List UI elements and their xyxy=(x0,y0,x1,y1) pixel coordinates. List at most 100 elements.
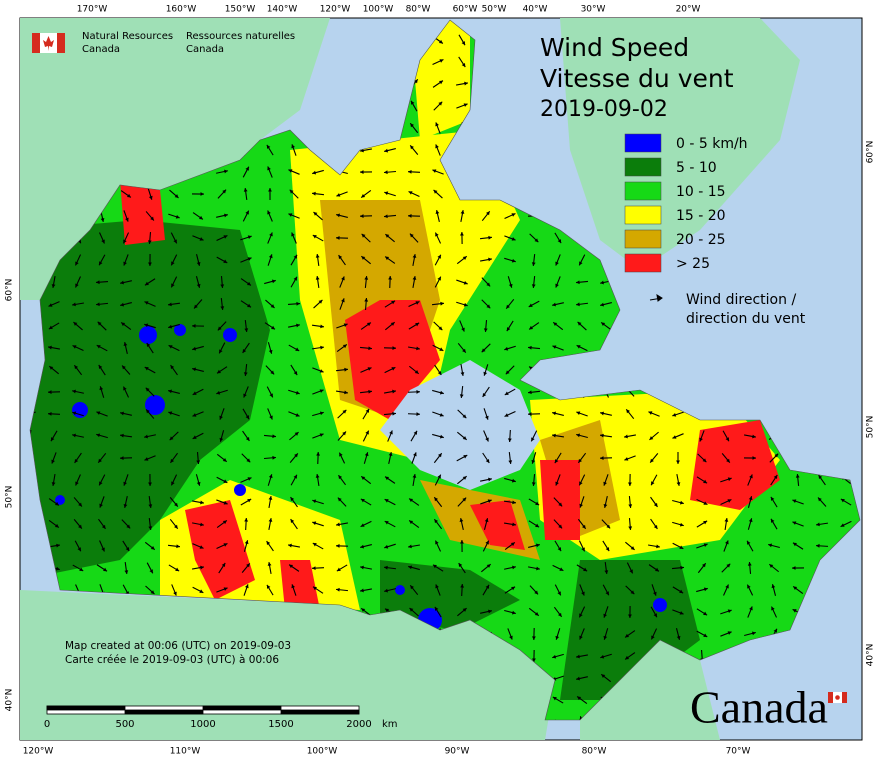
wind-arrow-head xyxy=(653,591,657,596)
wind-arrow-head xyxy=(289,564,294,569)
calm-areas xyxy=(55,324,667,632)
wind-arrow-head xyxy=(337,497,342,502)
wind-arrow-head xyxy=(559,567,564,571)
wind-arrow-head xyxy=(840,523,845,527)
wind-arrow-head xyxy=(626,409,630,414)
wind-arrow-head xyxy=(48,325,53,330)
wind-arrow-head xyxy=(124,570,129,574)
lon-label: 100°W xyxy=(307,747,338,757)
wind-arrow-head xyxy=(222,520,227,525)
wind-arrow-head xyxy=(557,239,562,244)
wind-arrow-head xyxy=(748,518,753,523)
lon-label: 60°W xyxy=(453,5,478,15)
wind-arrow-head xyxy=(270,370,275,375)
wind-arrow-head xyxy=(488,477,492,482)
wind-arrow-head xyxy=(464,81,468,86)
note: Carte créée le 2019-09-03 (UTC) à 00:06 xyxy=(65,654,279,666)
wind-arrow-head xyxy=(388,452,393,456)
wind-arrow-head xyxy=(576,411,581,415)
wind-arrow-head xyxy=(505,370,510,375)
wind-arrow-head xyxy=(463,280,468,285)
wind-arrow-head xyxy=(792,499,797,503)
wind-arrow-head xyxy=(433,189,438,194)
wind-arrow-head xyxy=(144,367,149,371)
title: Wind Speed xyxy=(540,33,689,62)
wind-arrow-head xyxy=(628,504,633,508)
wind-arrow-head xyxy=(196,283,201,288)
wind-arrow-head xyxy=(173,239,177,244)
wind-arrow-head xyxy=(727,499,732,503)
wind-arrow-head xyxy=(196,460,201,464)
lat-label: 60°N xyxy=(5,279,15,302)
wind-arrow-head xyxy=(438,326,443,331)
wind-arrow-head xyxy=(576,345,581,349)
wind-arrow-head xyxy=(336,236,340,240)
graticule-labels: 170°W 160°W 150°W 140°W 120°W 100°W 80°W 60°W 50… xyxy=(5,5,876,757)
wind-arrow-head xyxy=(648,411,653,415)
wind-arrow-head xyxy=(148,262,152,266)
wind-arrow-head xyxy=(200,522,204,527)
wind-arrow-head xyxy=(486,304,491,309)
wind-arrow-head xyxy=(552,433,556,438)
wind-arrow-head xyxy=(120,302,125,307)
wind-arrow-head xyxy=(676,635,681,640)
wind-arrow-head xyxy=(220,284,225,288)
wind-arrow-head xyxy=(120,280,124,285)
wind-arrow-head xyxy=(174,194,179,198)
wind-arrow-head xyxy=(50,437,55,442)
wind-arrow-head xyxy=(320,324,324,329)
wind-arrow-head xyxy=(343,323,348,327)
wind-arrow-head xyxy=(392,346,396,350)
legend-label: > 25 xyxy=(676,256,710,272)
wind-arrow-head xyxy=(703,611,708,616)
wind-arrow-head xyxy=(531,482,536,486)
wind-arrow-head xyxy=(336,567,341,572)
wind-arrow-head xyxy=(435,122,439,127)
wind-arrow-head xyxy=(313,212,318,216)
wind-arrow-head xyxy=(192,391,197,395)
wind-arrow-head xyxy=(679,545,684,549)
wind-arrow-head xyxy=(192,413,197,417)
wind-arrow-head xyxy=(126,193,131,198)
wind-arrow-head xyxy=(192,367,197,372)
wind-arrow-head xyxy=(703,479,708,484)
wind-arrow-head xyxy=(536,566,540,571)
wind-arrow-head xyxy=(319,433,324,437)
wind-arrow-head xyxy=(245,166,249,171)
wind-arrow-head xyxy=(247,235,252,240)
wind-arrow-head xyxy=(223,587,228,591)
wind-arrow-head xyxy=(576,302,580,307)
wind-arrow-head xyxy=(98,364,103,369)
wind-arrow-head xyxy=(488,257,492,262)
wind-arrow-head xyxy=(101,547,105,552)
wind-arrow-head xyxy=(724,518,729,522)
wind-arrow-head xyxy=(365,430,369,435)
wind-arrow-head xyxy=(576,654,580,659)
wind-arrow-head xyxy=(223,543,228,547)
wind-arrow-head xyxy=(528,345,532,350)
wind-arrow-head xyxy=(552,302,556,307)
wind-arrow-head xyxy=(416,346,420,351)
scale-label: 2000 xyxy=(346,719,371,730)
wind-arrow-head xyxy=(437,254,441,259)
wind-arrow-head xyxy=(360,170,364,174)
wind-arrow-head xyxy=(51,482,56,486)
wind-arrow-head xyxy=(267,562,272,566)
wind-arrow-head xyxy=(408,213,412,218)
lon-label: 170°W xyxy=(77,5,108,15)
lon-label: 110°W xyxy=(170,747,201,757)
wind-arrow-head xyxy=(818,475,823,480)
wind-arrow-head xyxy=(268,496,273,500)
wind-arrow-head xyxy=(198,215,203,220)
wind-arrow-head xyxy=(770,518,775,523)
wind-arrow-head xyxy=(247,498,252,503)
wind-arrow-head xyxy=(49,366,54,370)
wind-arrow-head xyxy=(146,342,151,347)
wind-arrow-head xyxy=(150,216,154,221)
wind-arrow-head xyxy=(171,261,175,266)
wind-arrow-head xyxy=(123,481,127,486)
wind-arrow-head xyxy=(410,123,414,128)
wind-arrow-head xyxy=(384,521,389,525)
wind-arrow-head xyxy=(144,457,149,461)
wind-arrow-head xyxy=(243,188,248,192)
